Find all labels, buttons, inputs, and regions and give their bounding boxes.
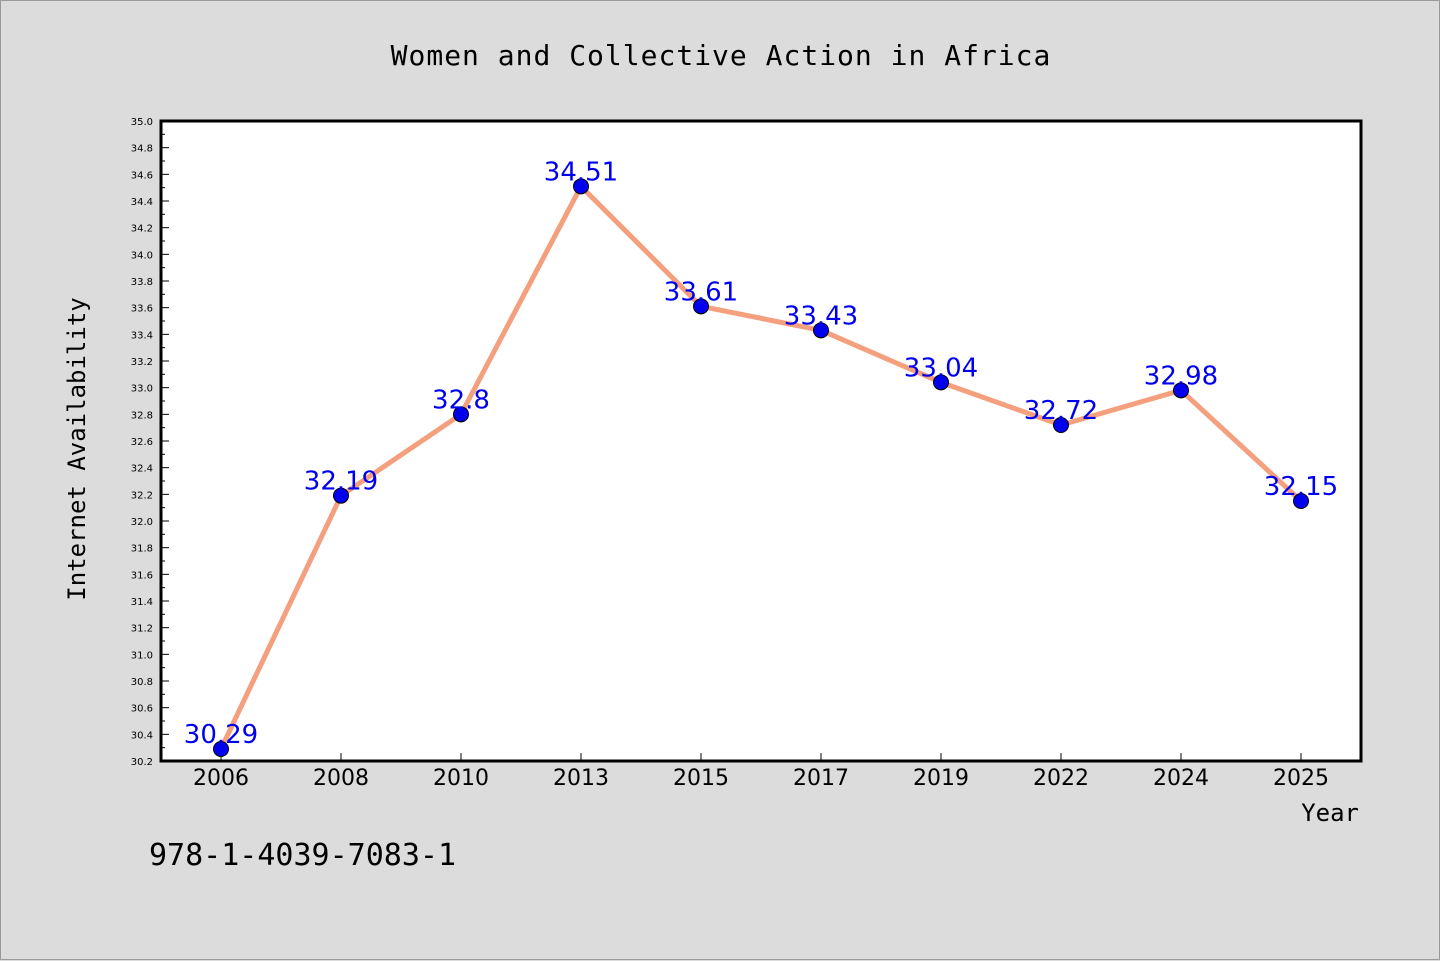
data-label: 32.98: [1144, 361, 1218, 391]
x-tick-label: 2013: [553, 766, 609, 791]
x-axis-label: Year: [1301, 799, 1359, 827]
y-tick-label: 33.6: [131, 304, 153, 315]
data-point: [1293, 493, 1309, 509]
y-tick-label: 32.6: [131, 437, 153, 448]
data-point: [1173, 382, 1189, 399]
data-label: 32.8: [432, 385, 490, 415]
series-line-group: 30.29 32.19 32.8 34.51 33.61 33.43 33.04 32.72 3…: [184, 157, 1338, 757]
y-tick-label: 31.6: [131, 570, 153, 581]
data-point: [333, 487, 349, 504]
data-point: [1053, 417, 1069, 433]
footer-isbn: 978-1-4039-7083-1: [149, 838, 456, 873]
data-point: [453, 406, 469, 423]
data-point: [813, 322, 829, 339]
data-label: 33.61: [664, 277, 738, 307]
y-axis-label: Internet Availability: [63, 297, 91, 600]
data-label: 33.04: [904, 353, 978, 383]
data-point: [573, 178, 589, 195]
y-tick-label: 33.2: [131, 357, 153, 368]
x-tick-label: 2008: [313, 766, 369, 791]
y-tick-label: 30.2: [131, 757, 153, 768]
data-label: 32.19: [304, 467, 378, 497]
series-line: [218, 183, 1304, 752]
y-tick-label: 31.0: [131, 650, 153, 661]
y-tick-label: 31.4: [131, 597, 153, 608]
y-tick-label: 32.2: [131, 490, 153, 501]
y-tick-label: 32.8: [131, 410, 153, 421]
y-tick-label: 31.2: [131, 624, 153, 635]
data-point: [213, 741, 229, 757]
data-point: [933, 374, 949, 391]
data-label: 30.29: [184, 720, 258, 750]
y-tick-label: 33.0: [131, 384, 153, 395]
x-tick-label: 2006: [193, 766, 249, 791]
y-tick-label: 31.8: [131, 544, 153, 555]
y-axis: 30.2 30.4 30.6 30.8 31.0 31.2 31.4 31.6 31.8 32.0…: [131, 117, 169, 768]
chart-title: Women and Collective Action in Africa: [391, 39, 1052, 72]
data-point: [693, 298, 709, 315]
y-tick-label: 32.4: [131, 464, 153, 475]
plot-area: [159, 119, 1363, 763]
y-tick-label: 32.0: [131, 517, 153, 528]
x-tick-label: 2022: [1033, 766, 1089, 791]
y-tick-label: 30.8: [131, 677, 153, 688]
x-tick-label: 2015: [673, 766, 729, 791]
y-tick-label: 30.4: [131, 730, 153, 741]
y-tick-label: 34.6: [131, 170, 153, 181]
x-tick-label: 2010: [433, 766, 489, 791]
x-tick-label: 2019: [913, 766, 969, 791]
y-tick-label: 33.8: [131, 277, 153, 288]
x-tick-label: 2017: [793, 766, 849, 791]
x-tick-label: 2024: [1153, 766, 1209, 791]
y-tick-label: 34.8: [131, 144, 153, 155]
y-tick-label: 34.4: [131, 197, 153, 208]
x-axis: 2006 2008 2010 2013 2015 2017 2019 2022 2024 2025: [193, 753, 1329, 791]
data-label: 34.51: [544, 157, 618, 187]
data-label: 33.43: [784, 301, 858, 331]
data-label: 32.72: [1024, 396, 1098, 426]
data-label: 32.15: [1264, 472, 1338, 502]
y-tick-label: 34.0: [131, 250, 153, 261]
y-tick-label: 30.6: [131, 704, 153, 715]
x-tick-label: 2025: [1273, 766, 1329, 791]
y-tick-label: 35.0: [131, 117, 153, 128]
y-tick-label: 33.4: [131, 330, 153, 341]
y-tick-label: 34.2: [131, 224, 153, 235]
